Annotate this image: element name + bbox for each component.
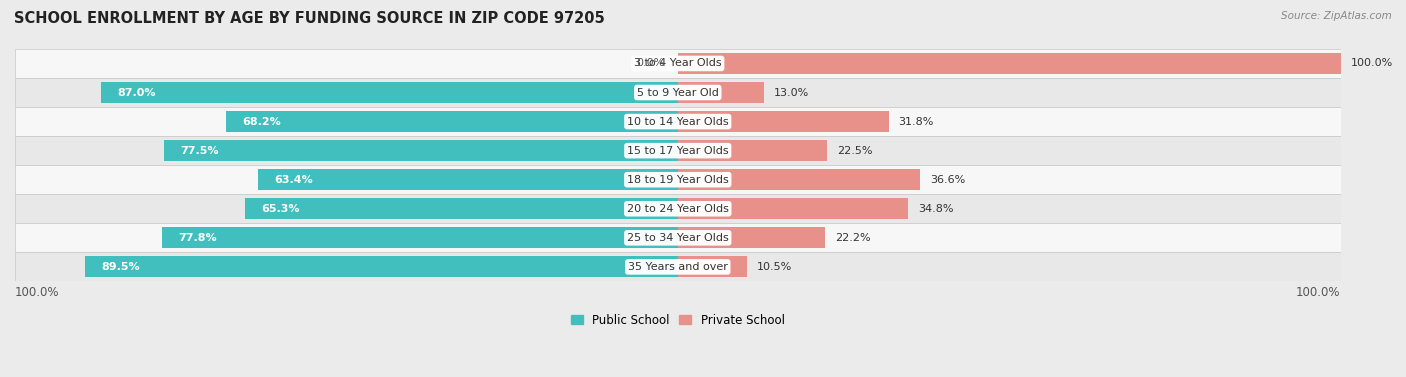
Text: 3 to 4 Year Olds: 3 to 4 Year Olds (634, 58, 721, 69)
Text: 68.2%: 68.2% (242, 116, 281, 127)
Bar (15, 194, 1340, 223)
Bar (678, 169, 921, 190)
Text: 77.8%: 77.8% (179, 233, 218, 243)
Text: Source: ZipAtlas.com: Source: ZipAtlas.com (1281, 11, 1392, 21)
Bar (678, 53, 1340, 74)
Text: 22.2%: 22.2% (835, 233, 870, 243)
Text: 31.8%: 31.8% (898, 116, 934, 127)
Bar (245, 198, 678, 219)
Bar (15, 165, 1340, 194)
Legend: Public School, Private School: Public School, Private School (571, 314, 785, 326)
Text: 25 to 34 Year Olds: 25 to 34 Year Olds (627, 233, 728, 243)
Bar (678, 140, 827, 161)
Bar (101, 82, 678, 103)
Bar (15, 252, 1340, 281)
Text: 35 Years and over: 35 Years and over (628, 262, 728, 272)
Text: 100.0%: 100.0% (15, 286, 59, 299)
Text: 0.0%: 0.0% (637, 58, 665, 69)
Text: 63.4%: 63.4% (274, 175, 314, 185)
Text: 34.8%: 34.8% (918, 204, 953, 214)
Text: 22.5%: 22.5% (837, 146, 872, 156)
Bar (678, 82, 763, 103)
Text: 36.6%: 36.6% (931, 175, 966, 185)
Bar (15, 107, 1340, 136)
Bar (84, 256, 678, 277)
Text: 18 to 19 Year Olds: 18 to 19 Year Olds (627, 175, 728, 185)
Text: SCHOOL ENROLLMENT BY AGE BY FUNDING SOURCE IN ZIP CODE 97205: SCHOOL ENROLLMENT BY AGE BY FUNDING SOUR… (14, 11, 605, 26)
Bar (678, 256, 748, 277)
Text: 13.0%: 13.0% (773, 87, 808, 98)
Text: 100.0%: 100.0% (1351, 58, 1393, 69)
Text: 87.0%: 87.0% (118, 87, 156, 98)
Bar (165, 140, 678, 161)
Text: 100.0%: 100.0% (1296, 286, 1340, 299)
Text: 10 to 14 Year Olds: 10 to 14 Year Olds (627, 116, 728, 127)
Bar (15, 49, 1340, 78)
Bar (257, 169, 678, 190)
Bar (226, 111, 678, 132)
Bar (15, 136, 1340, 165)
Text: 65.3%: 65.3% (262, 204, 299, 214)
Text: 20 to 24 Year Olds: 20 to 24 Year Olds (627, 204, 728, 214)
Bar (15, 223, 1340, 252)
Text: 10.5%: 10.5% (758, 262, 793, 272)
Bar (15, 78, 1340, 107)
Text: 5 to 9 Year Old: 5 to 9 Year Old (637, 87, 718, 98)
Text: 15 to 17 Year Olds: 15 to 17 Year Olds (627, 146, 728, 156)
Bar (678, 111, 889, 132)
Text: 77.5%: 77.5% (181, 146, 219, 156)
Text: 89.5%: 89.5% (101, 262, 139, 272)
Bar (162, 227, 678, 248)
Bar (678, 198, 908, 219)
Bar (678, 227, 825, 248)
